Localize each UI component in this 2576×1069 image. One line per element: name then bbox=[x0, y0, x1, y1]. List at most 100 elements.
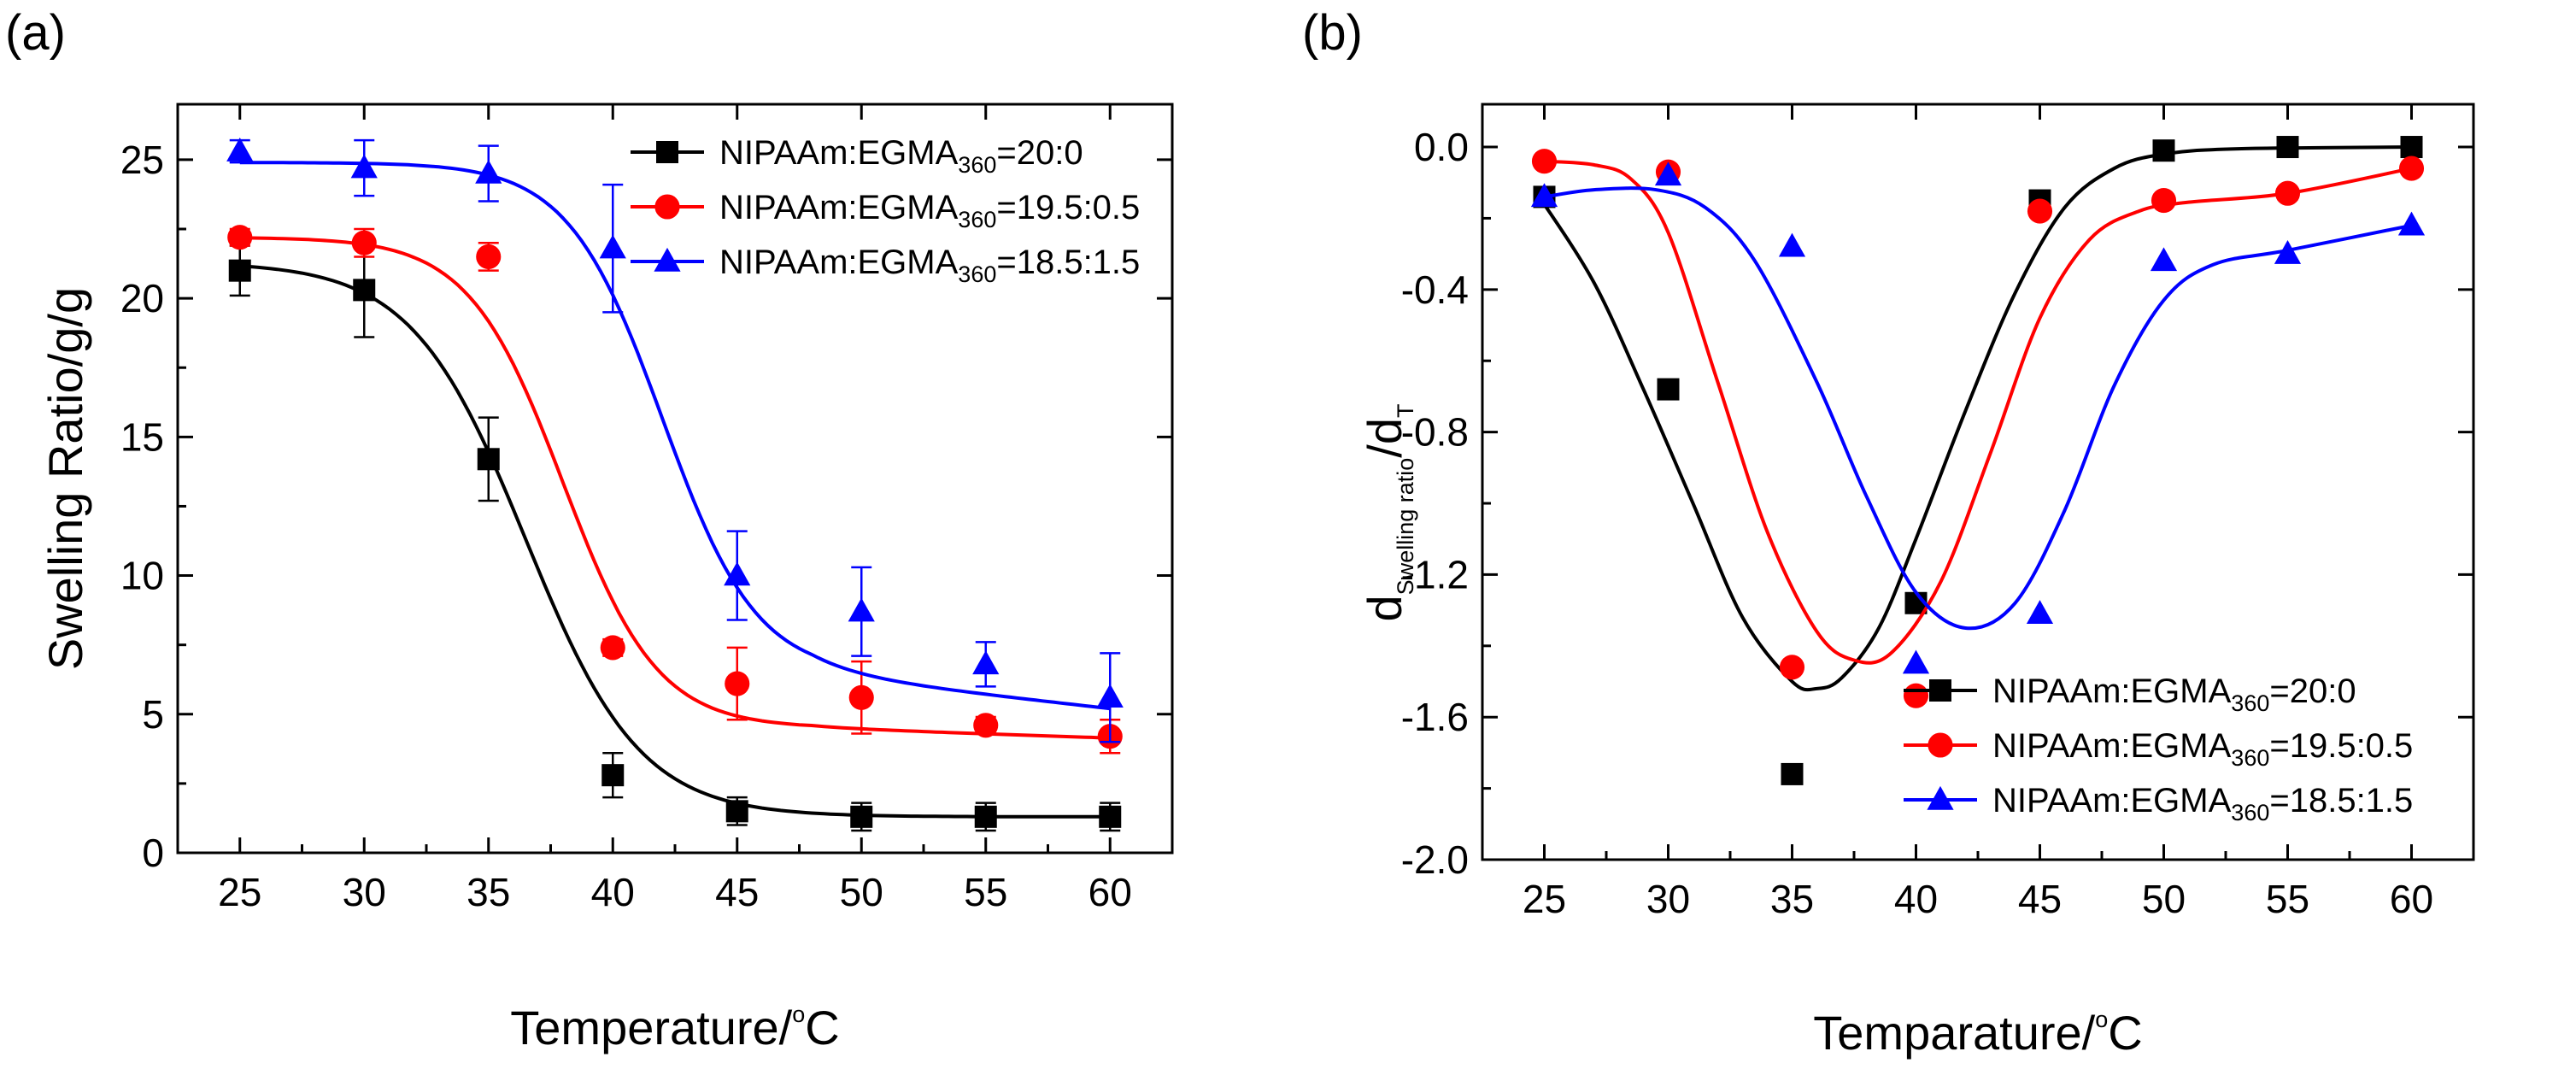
x-tick-label: 30 bbox=[343, 870, 386, 914]
panel-b-label: (b) bbox=[1302, 5, 1363, 61]
legend-marker bbox=[1929, 679, 1951, 702]
data-point bbox=[2274, 180, 2301, 206]
series-3 bbox=[1530, 162, 2426, 674]
data-point bbox=[2276, 136, 2299, 159]
data-point bbox=[2150, 247, 2178, 272]
panel-a-y-axis-title: Swelling Ratio/g/g bbox=[38, 287, 92, 670]
data-point bbox=[1903, 683, 1929, 708]
fit-curve bbox=[239, 161, 1111, 711]
data-point bbox=[601, 764, 625, 787]
legend-entry-text: NIPAAm:EGMA360=19.5:0.5 bbox=[1992, 727, 2413, 771]
panel-b-y-axis: 0.0 -0.4 -0.8 -1.2 -1.6 -2.0 bbox=[1401, 125, 2473, 882]
fit-curve bbox=[1544, 186, 2412, 631]
panel-b-y-title-mid: /d bbox=[1358, 418, 1411, 458]
data-point bbox=[1781, 762, 1804, 785]
data-point bbox=[1099, 805, 1122, 828]
data-point bbox=[475, 159, 502, 184]
legend-marker bbox=[654, 194, 680, 220]
data-point bbox=[351, 230, 377, 256]
series-2 bbox=[227, 225, 1123, 755]
data-point bbox=[972, 650, 1000, 675]
x-tick-label: 60 bbox=[2390, 877, 2433, 921]
panel-b-y-title-sub2: T bbox=[1393, 404, 1418, 419]
y-tick-label: -0.8 bbox=[1401, 410, 1469, 455]
data-point bbox=[848, 684, 874, 710]
x-tick-label: 25 bbox=[218, 870, 261, 914]
legend-subscript: 360 bbox=[958, 207, 996, 232]
y-tick-label: 10 bbox=[120, 554, 164, 598]
panel-a-x-title-sup: o bbox=[792, 1001, 805, 1027]
x-tick-label: 25 bbox=[1523, 877, 1566, 921]
data-point bbox=[1779, 655, 1805, 680]
data-point bbox=[1096, 684, 1124, 708]
data-point bbox=[1657, 378, 1680, 401]
x-tick-label: 60 bbox=[1088, 870, 1132, 914]
fit-curve bbox=[1544, 159, 2412, 665]
x-tick-label: 35 bbox=[466, 870, 510, 914]
data-point bbox=[2274, 240, 2302, 264]
legend-prefix: NIPAAm:EGMA bbox=[1992, 673, 2232, 710]
legend-marker bbox=[654, 247, 681, 272]
legend-marker bbox=[1928, 732, 1953, 758]
data-point bbox=[353, 279, 376, 302]
panel-b-series bbox=[1530, 136, 2426, 785]
x-tick-label: 50 bbox=[840, 870, 883, 914]
x-tick-label: 35 bbox=[1770, 877, 1814, 921]
legend-entry-text: NIPAAm:EGMA360=20:0 bbox=[719, 134, 1083, 178]
data-point bbox=[350, 154, 378, 179]
panel-b-y-title-d: d bbox=[1358, 595, 1411, 621]
y-tick-label: -1.6 bbox=[1401, 695, 1469, 739]
legend-suffix: =19.5:0.5 bbox=[2269, 727, 2413, 765]
legend-prefix: NIPAAm:EGMA bbox=[1992, 727, 2232, 765]
panel-b-x-title-tail: C bbox=[2108, 1006, 2142, 1060]
data-point bbox=[1778, 232, 1806, 257]
data-point bbox=[2027, 198, 2053, 224]
legend-entry-text: NIPAAm:EGMA360=18.5:1.5 bbox=[719, 244, 1140, 287]
data-point bbox=[226, 138, 254, 162]
legend-prefix: NIPAAm:EGMA bbox=[719, 244, 959, 281]
y-tick-label: -1.2 bbox=[1401, 552, 1469, 596]
panel-a-y-axis: 0 5 10 15 20 25 bbox=[120, 138, 1172, 875]
panel-a: (a) 25 30 35 40 45 50 55 60 0 5 10 15 20 25 Temperat… bbox=[5, 5, 1174, 1054]
data-point bbox=[2151, 188, 2177, 214]
fit-curve bbox=[1538, 145, 2412, 692]
data-point bbox=[725, 671, 750, 696]
data-point bbox=[2397, 211, 2426, 236]
data-point bbox=[1654, 162, 1682, 186]
data-point bbox=[1530, 183, 1558, 208]
legend-marker bbox=[656, 141, 678, 163]
series-2 bbox=[1531, 149, 2425, 708]
legend-marker bbox=[1927, 785, 1954, 810]
data-point bbox=[724, 561, 751, 586]
y-tick-label: 5 bbox=[142, 692, 164, 737]
data-point bbox=[848, 597, 875, 622]
panel-a-x-axis-title: Temperature/oC bbox=[510, 1001, 839, 1054]
data-point bbox=[600, 635, 625, 661]
legend-prefix: NIPAAm:EGMA bbox=[719, 134, 959, 172]
fit-curve bbox=[239, 264, 1111, 819]
legend-entry-text: NIPAAm:EGMA360=20:0 bbox=[1992, 673, 2356, 716]
legend-subscript: 360 bbox=[958, 152, 996, 178]
x-tick-label: 45 bbox=[2018, 877, 2062, 921]
panel-b-x-title-main: Temparature/ bbox=[1813, 1006, 2095, 1060]
x-tick-label: 45 bbox=[715, 870, 759, 914]
panel-b-x-axis-title: Temparature/oC bbox=[1813, 1006, 2142, 1060]
legend-subscript: 360 bbox=[2231, 800, 2269, 825]
legend-entry-text: NIPAAm:EGMA360=19.5:0.5 bbox=[719, 189, 1140, 232]
panel-b-legend: NIPAAm:EGMA360=20:0NIPAAm:EGMA360=19.5:0… bbox=[1904, 673, 2413, 825]
data-point bbox=[725, 800, 748, 823]
x-tick-label: 55 bbox=[964, 870, 1007, 914]
legend-suffix: =20:0 bbox=[996, 134, 1083, 172]
y-tick-label: -0.4 bbox=[1401, 267, 1469, 312]
panel-b-y-axis-title: dSwelling ratio/dT bbox=[1358, 404, 1418, 622]
data-point bbox=[2400, 136, 2423, 159]
fit-curve bbox=[239, 236, 1111, 740]
panel-a-x-title-tail: C bbox=[805, 1001, 839, 1054]
series-3 bbox=[226, 138, 1124, 743]
data-point bbox=[1902, 649, 1930, 674]
x-tick-label: 50 bbox=[2142, 877, 2186, 921]
y-tick-label: 25 bbox=[120, 138, 164, 182]
data-point bbox=[477, 448, 500, 471]
panel-a-legend: NIPAAm:EGMA360=20:0NIPAAm:EGMA360=19.5:0… bbox=[631, 134, 1140, 287]
panel-a-series bbox=[226, 138, 1124, 832]
